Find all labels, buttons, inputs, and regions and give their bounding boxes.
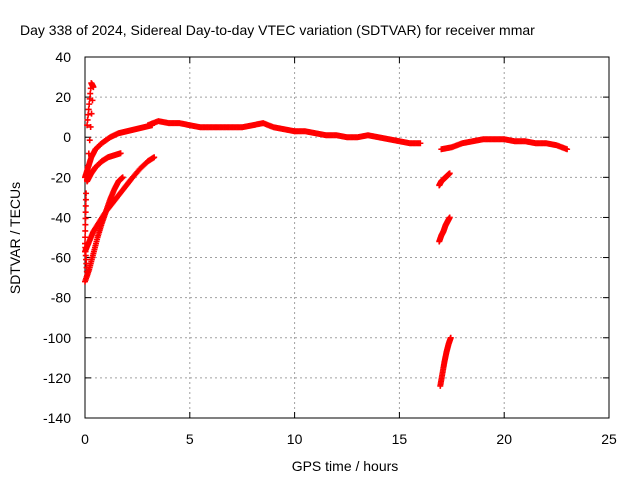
y-axis-label: SDTVAR / TECUs — [7, 182, 23, 294]
x-tick-label: 15 — [392, 431, 408, 447]
data-point — [119, 174, 126, 181]
x-tick-label: 10 — [287, 431, 303, 447]
data-point — [446, 214, 453, 221]
data-point — [86, 137, 93, 144]
data-point — [82, 234, 89, 241]
data-point — [82, 196, 89, 203]
data-point — [564, 146, 571, 153]
data-point — [85, 150, 92, 157]
x-tick-label: 5 — [186, 431, 194, 447]
data-point — [82, 221, 89, 228]
grid — [85, 57, 609, 418]
data-point — [117, 150, 124, 157]
y-tick-label: 40 — [55, 49, 71, 65]
data-point — [87, 90, 94, 97]
data-point — [88, 110, 95, 117]
data-point — [86, 101, 93, 108]
data-point — [87, 123, 94, 130]
data-point — [82, 215, 89, 222]
data-point — [90, 84, 97, 91]
y-tick-label: -120 — [43, 370, 71, 386]
y-tick-label: -140 — [43, 410, 71, 426]
series-main-band-mid — [291, 128, 424, 147]
data-point — [82, 227, 89, 234]
y-tick-label: 0 — [63, 129, 71, 145]
data-point — [149, 122, 156, 129]
data-point — [446, 170, 453, 177]
chart-title: Day 338 of 2024, Sidereal Day-to-day VTE… — [20, 22, 535, 38]
x-axis-label: GPS time / hours — [292, 458, 399, 474]
y-tick-label: -40 — [51, 209, 71, 225]
series-main-band-early — [144, 118, 298, 135]
data-point — [151, 154, 158, 161]
data-point — [89, 97, 96, 104]
y-tick-label: -60 — [51, 250, 71, 266]
y-tick-label: -100 — [43, 330, 71, 346]
y-tick-label: -80 — [51, 290, 71, 306]
axis-ticks: 0 5 10 15 20 25 -140 -120 -100 -80 -60 -40 -20 0 20 40 — [43, 49, 617, 447]
data-point — [84, 163, 91, 170]
data-point — [82, 209, 89, 216]
series-streak-2 — [436, 214, 453, 245]
data-point — [84, 272, 91, 279]
x-tick-label: 0 — [81, 431, 89, 447]
data-point — [82, 202, 89, 209]
data-point — [84, 116, 91, 123]
x-tick-label: 20 — [496, 431, 512, 447]
data-point — [84, 122, 91, 129]
series-early-points — [82, 80, 97, 279]
y-tick-label: 20 — [55, 89, 71, 105]
data-point — [85, 111, 92, 118]
series-rise-1 — [82, 122, 156, 181]
data-point — [417, 140, 424, 147]
series-streak-1 — [436, 170, 453, 189]
data-point — [83, 190, 90, 197]
plot-frame — [84, 56, 610, 419]
x-tick-label: 25 — [601, 431, 617, 447]
data-point — [83, 177, 90, 184]
data-points — [82, 80, 571, 389]
series-streak-3 — [437, 334, 454, 389]
data-point — [447, 334, 454, 341]
data-point — [85, 106, 92, 113]
series-main-band-late — [438, 136, 571, 153]
y-tick-label: -20 — [51, 169, 71, 185]
